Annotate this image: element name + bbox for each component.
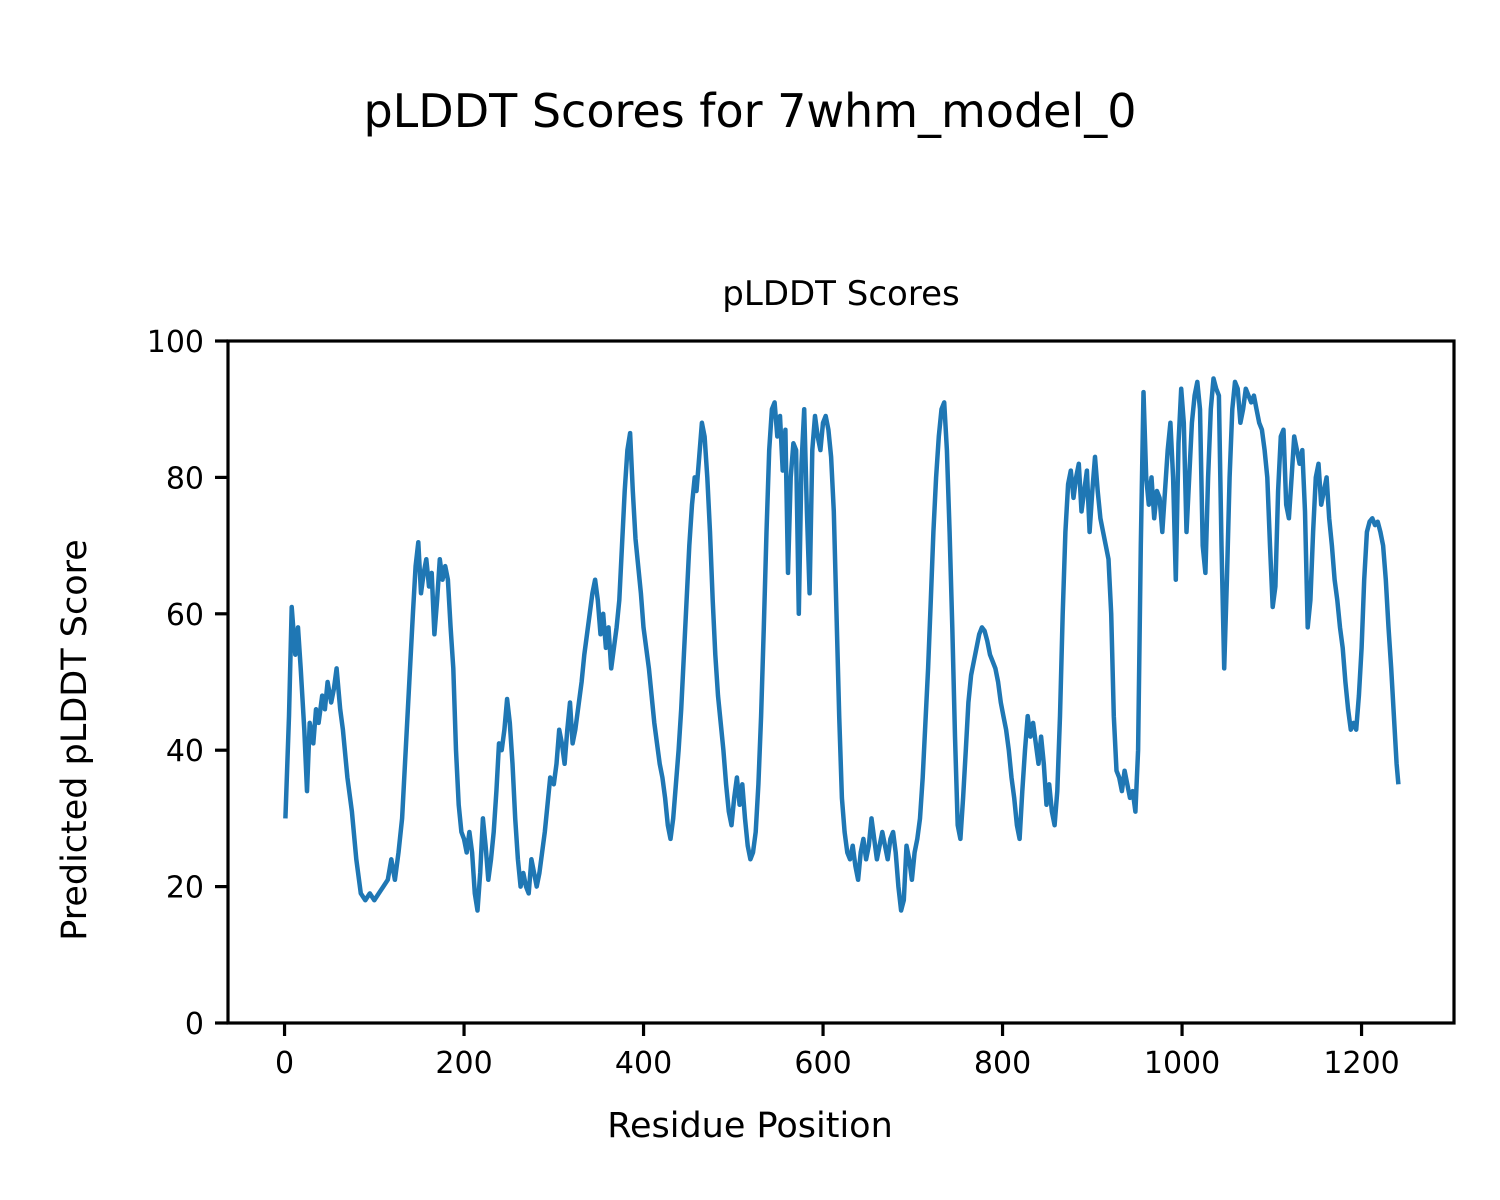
axes-title: pLDDT Scores (722, 274, 960, 314)
x-tick-label: 200 (435, 1046, 492, 1081)
x-tick-label: 400 (615, 1046, 672, 1081)
x-tick-label: 0 (275, 1046, 294, 1081)
y-tick-label: 0 (185, 1007, 204, 1042)
axes-frame (226, 339, 1456, 1025)
y-tick-label: 20 (166, 871, 204, 906)
x-tick-label: 1000 (1144, 1046, 1220, 1081)
y-tick-label: 100 (147, 325, 204, 360)
x-tick-label: 800 (974, 1046, 1031, 1081)
x-tick-label: 600 (794, 1046, 851, 1081)
x-axis-label: Residue Position (607, 1106, 893, 1146)
x-tick-label: 1200 (1323, 1046, 1399, 1081)
figure-title: pLDDT Scores for 7whm_model_0 (363, 84, 1137, 138)
y-tick-label: 80 (166, 461, 204, 496)
y-tick-label: 40 (166, 734, 204, 769)
plddt-line (283, 376, 1401, 913)
y-tick-label: 60 (166, 598, 204, 633)
